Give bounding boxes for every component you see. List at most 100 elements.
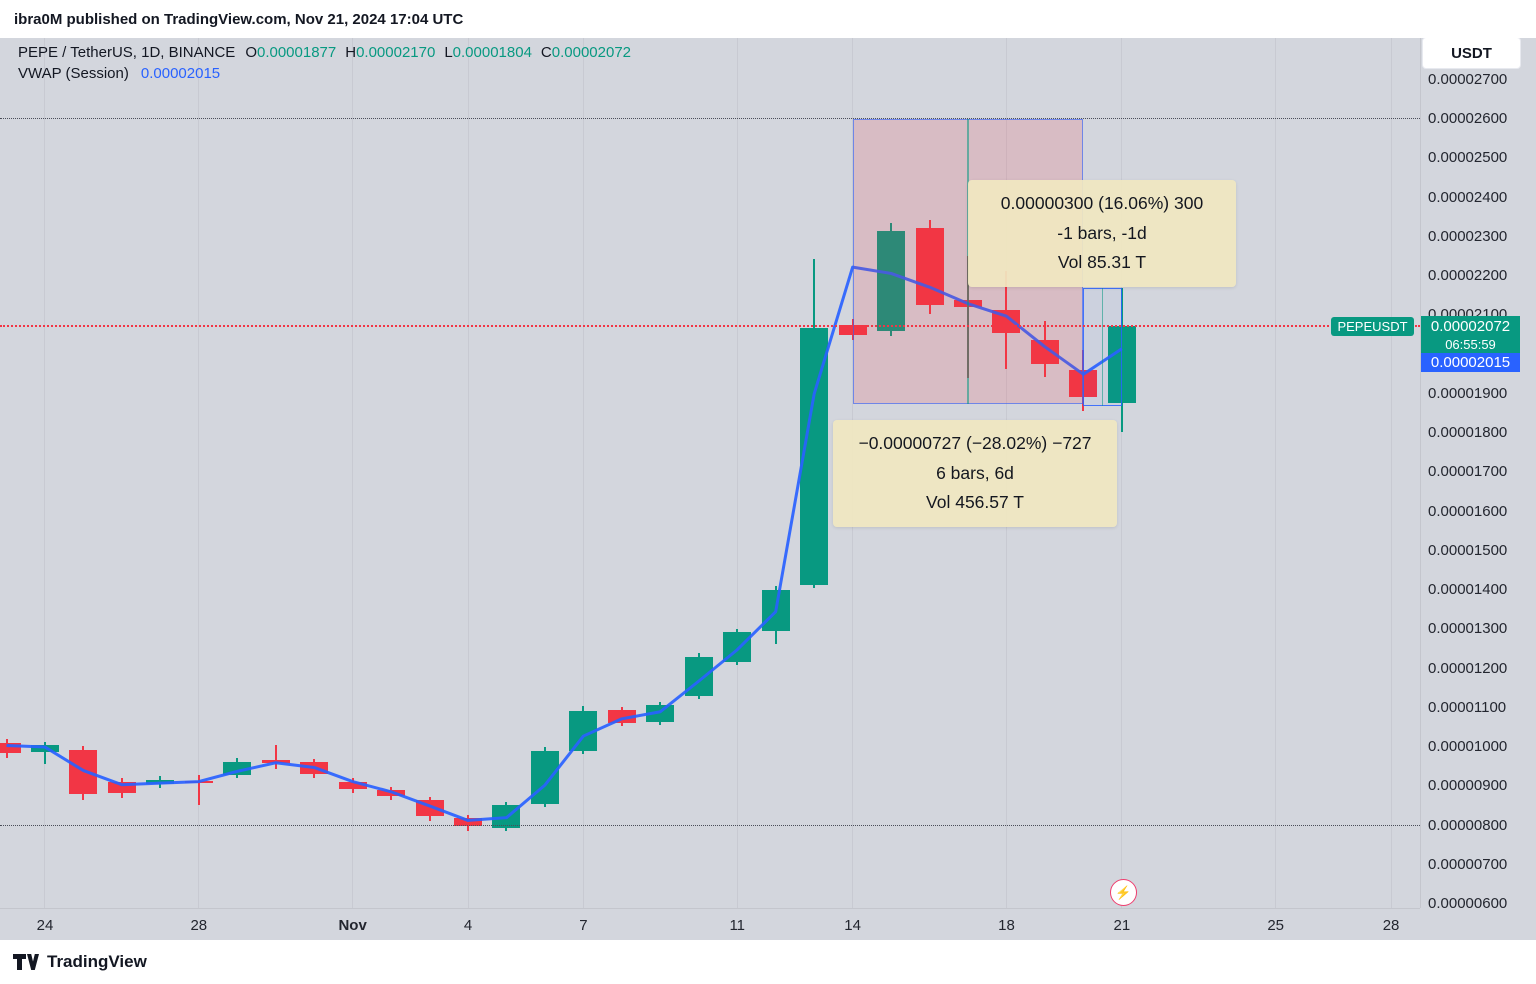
candle-body [223,761,252,775]
ohlc-low: L 0.00001804 [444,44,532,61]
candle-wick [197,775,200,806]
last-price-badge[interactable]: 0.00002072 [1421,316,1520,336]
time-tick-label: 28 [1382,917,1400,934]
candle-body [415,799,444,817]
candle-body [30,745,59,752]
down-measure-volume: Vol 456.57 T [926,492,1024,512]
gridline-vertical [736,38,738,908]
down-measure-tooltip: −0.00000727 (−28.02%) −727 6 bars, 6d Vo… [833,420,1117,527]
bar-countdown-badge: 06:55:59 [1421,336,1520,353]
candle-body [69,750,98,795]
candle-body [646,705,675,722]
publisher-text: ibra0M published on TradingView.com [14,10,287,28]
candle-wick [274,745,277,769]
time-tick-label: Nov [338,917,367,934]
price-tick-label: 0.00002400 [1428,188,1508,206]
time-tick-label: 24 [36,917,54,934]
candle-body [300,761,329,775]
gridline-vertical [1390,38,1392,908]
legend-symbol-row: PEPE / TetherUS, 1D, BINANCE O 0.0000187… [18,42,640,63]
candle-body [723,632,752,662]
price-tick-label: 0.00001500 [1428,541,1508,559]
gridline-vertical [1275,38,1277,908]
candle-body [377,790,406,797]
publish-date-text: , Nov 21, 2024 17:04 UTC [286,10,464,28]
low-label: L [444,44,453,61]
vwap-indicator-label[interactable]: VWAP (Session) [18,65,129,82]
tradingview-brand-text[interactable]: TradingView [47,952,147,971]
price-tick-label: 0.00002500 [1428,149,1508,167]
vwap-price-badge[interactable]: 0.00002015 [1421,353,1520,372]
candle-body [530,750,559,805]
up-measure-change: 0.00000300 (16.06%) 300 [1000,193,1204,213]
up-measure-tooltip: 0.00000300 (16.06%) 300 -1 bars, -1d Vol… [968,180,1236,287]
high-value: 0.00002170 [356,44,436,61]
price-tick-label: 0.00001300 [1428,620,1508,638]
time-tick-label: 25 [1267,917,1285,934]
event-flash-icon[interactable]: ⚡ [1110,879,1137,906]
candle-body [800,327,829,586]
price-tick-label: 0.00001600 [1428,502,1508,520]
time-axis-divider [0,908,1420,909]
price-tick-label: 0.00001200 [1428,659,1508,677]
candle-body [107,781,136,794]
candle-body [454,818,483,827]
price-tick-label: 0.00001900 [1428,384,1508,402]
candle-body [338,781,367,790]
range-low-line [0,824,1420,826]
price-tick-label: 0.00001100 [1428,698,1507,716]
price-range-up-center-line [1101,287,1104,406]
price-tick-label: 0.00002300 [1428,227,1508,245]
price-tick-label: 0.00002700 [1428,71,1508,88]
symbol-title[interactable]: PEPE / TetherUS, 1D, BINANCE [18,44,236,61]
price-tick-label: 0.00001800 [1428,424,1508,442]
time-tick-label: 11 [729,917,746,934]
time-tick-label: 4 [463,917,473,934]
close-value: 0.00002072 [551,44,632,61]
ohlc-high: H 0.00002170 [345,44,435,61]
open-label: O [245,44,257,61]
candle-body [146,780,175,785]
price-tick-label: 0.00001700 [1428,463,1508,481]
up-measure-volume: Vol 85.31 T [1057,252,1147,272]
price-tick-label: 0.00000800 [1428,816,1508,834]
open-value: 0.00001877 [256,44,337,61]
tradingview-logo-icon[interactable] [13,952,39,972]
time-tick-label: 21 [1113,917,1131,934]
price-tick-label: 0.00000700 [1428,855,1508,873]
publisher-bar: ibra0M published on TradingView.com , No… [0,0,1536,38]
gridline-vertical [467,38,469,908]
price-tick-label: 0.00000900 [1428,777,1508,795]
candle-body [569,710,598,752]
up-measure-bars: -1 bars, -1d [1057,222,1147,243]
price-axis-divider [1420,38,1421,908]
currency-toggle-button[interactable]: USDT [1422,37,1521,69]
down-measure-bars: 6 bars, 6d [936,462,1014,483]
down-measure-change: −0.00000727 (−28.02%) −727 [858,433,1092,453]
candle-body [184,780,213,784]
symbol-price-label-badge[interactable]: PEPEUSDT [1331,317,1414,336]
price-tick-label: 0.00001400 [1428,581,1508,599]
time-tick-label: 7 [579,917,588,934]
ohlc-close: C 0.00002072 [541,44,631,61]
legend-indicator-row: VWAP (Session) 0.00002015 [18,63,640,84]
high-label: H [345,44,357,61]
price-tick-label: 0.00001000 [1428,738,1508,756]
chart-legend: PEPE / TetherUS, 1D, BINANCE O 0.0000187… [18,42,640,84]
price-tick-label: 0.00002200 [1428,267,1508,285]
candle-body [607,710,636,723]
candle-body [684,657,713,696]
price-tick-label: 0.00002600 [1428,110,1508,128]
low-value: 0.00001804 [452,44,532,61]
current-price-line [0,325,1420,328]
vwap-indicator-value: 0.00002015 [140,65,221,82]
time-tick-label: 18 [998,917,1015,934]
ohlc-open: O 0.00001877 [245,44,336,61]
candle-body [0,743,21,754]
time-tick-label: 14 [844,917,861,934]
gridline-vertical [582,38,584,908]
time-tick-label: 28 [190,917,208,934]
